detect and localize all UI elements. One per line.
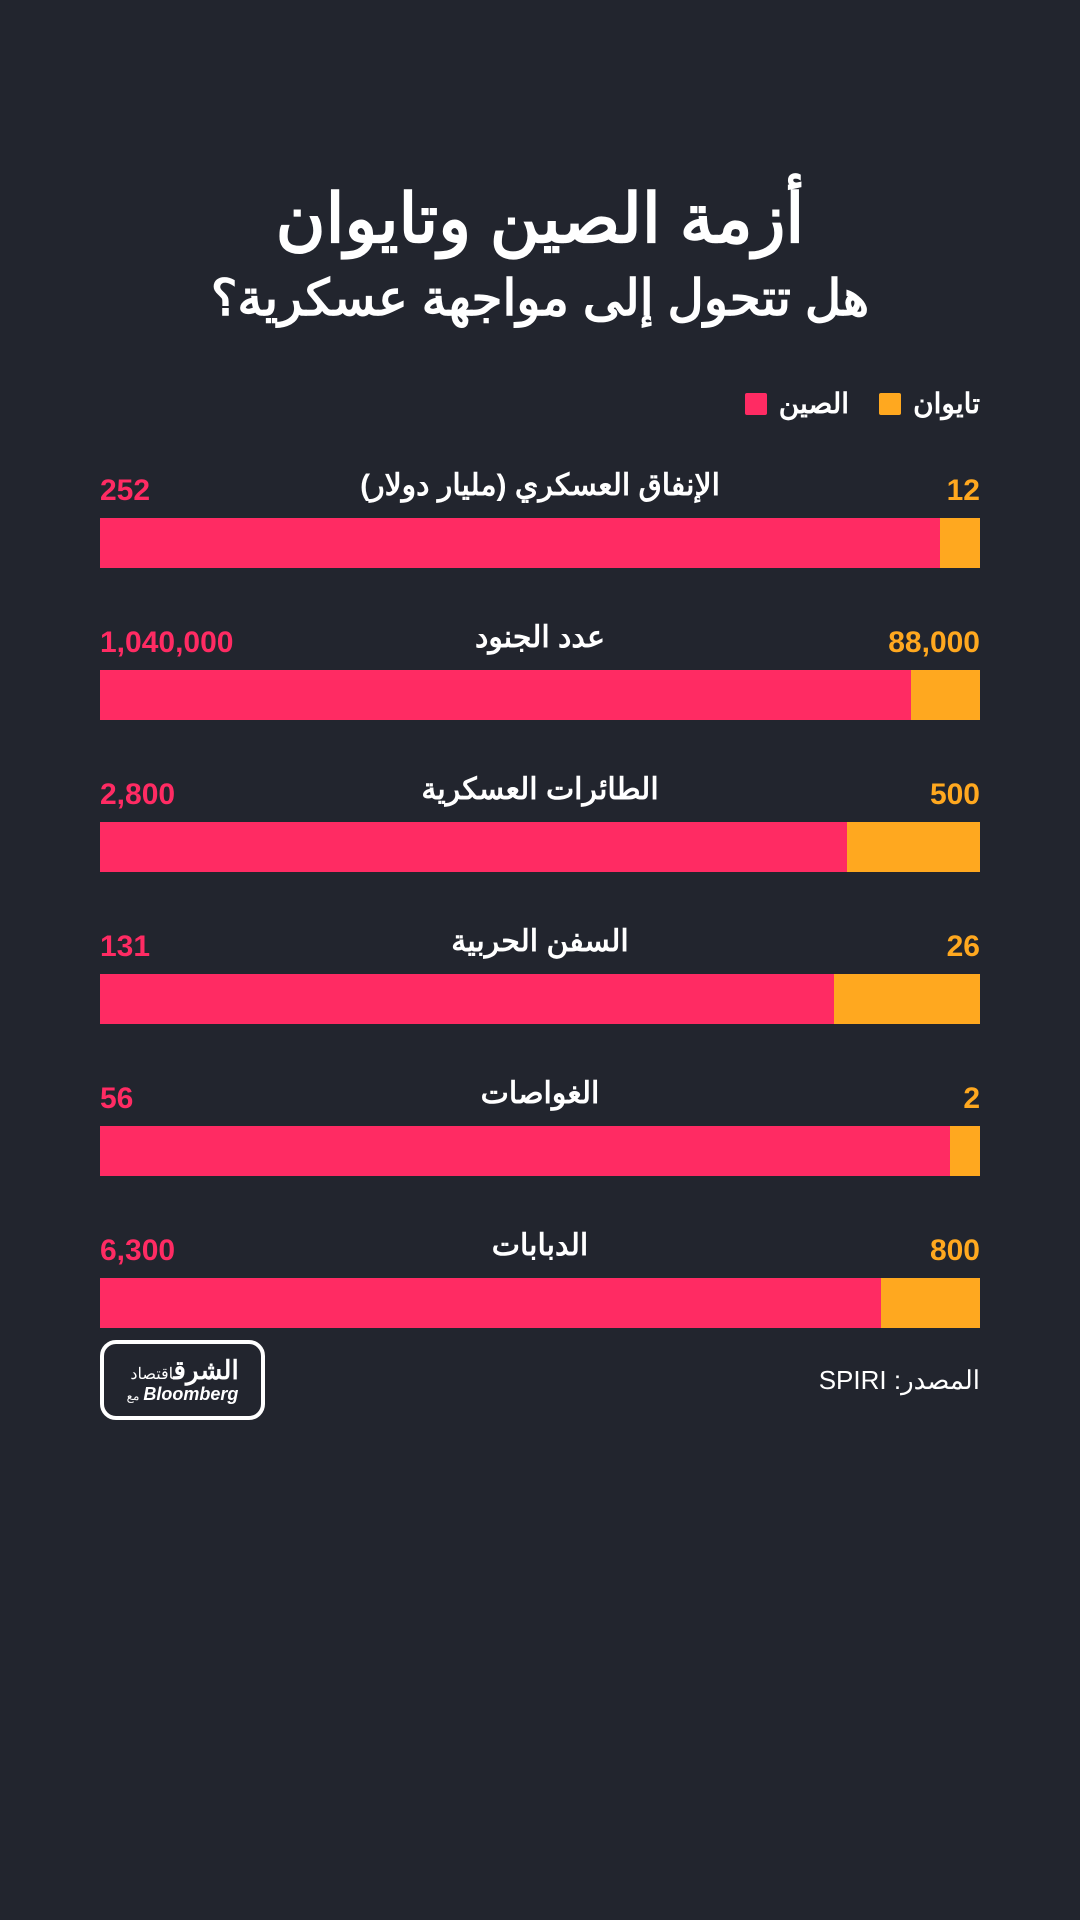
logo-top: الشرقاقتصاد (126, 1357, 238, 1383)
value-china: 2,800 (100, 778, 175, 812)
legend-item-taiwan: تايوان (879, 387, 980, 420)
legend-label-taiwan: تايوان (913, 387, 980, 420)
bar-segment-taiwan (847, 822, 980, 872)
title-line-2: هل تتحول إلى مواجهة عسكرية؟ (100, 269, 980, 327)
brand-logo: الشرقاقتصاد معBloomberg (100, 1340, 265, 1420)
bar-segment-china (100, 670, 911, 720)
bar-segment-taiwan (911, 670, 980, 720)
logo-bottom: معBloomberg (127, 1385, 239, 1403)
bar-track (100, 822, 980, 872)
chart-row: 6,300 الدبابات 800 (100, 1228, 980, 1328)
chart-row-label: الإنفاق العسكري (مليار دولار) (360, 468, 720, 503)
bar-segment-china (100, 974, 834, 1024)
bar-segment-taiwan (950, 1126, 980, 1176)
bar-segment-taiwan (834, 974, 980, 1024)
bar-segment-china (100, 518, 940, 568)
chart-row-header: 131 السفن الحربية 26 (100, 924, 980, 964)
value-taiwan: 26 (947, 930, 980, 964)
legend: الصين تايوان (100, 387, 980, 420)
chart-row: 1,040,000 عدد الجنود 88,000 (100, 620, 980, 720)
chart-row-label: الدبابات (492, 1228, 588, 1263)
value-china: 6,300 (100, 1234, 175, 1268)
bar-segment-taiwan (881, 1278, 980, 1328)
value-taiwan: 88,000 (888, 626, 980, 660)
bar-track (100, 974, 980, 1024)
bar-track (100, 670, 980, 720)
chart-row-header: 56 الغواصات 2 (100, 1076, 980, 1116)
bar-segment-china (100, 1278, 881, 1328)
value-china: 252 (100, 474, 150, 508)
value-taiwan: 800 (930, 1234, 980, 1268)
chart-row-header: 6,300 الدبابات 800 (100, 1228, 980, 1268)
legend-label-china: الصين (779, 387, 849, 420)
legend-swatch-taiwan (879, 393, 901, 415)
bar-segment-taiwan (940, 518, 980, 568)
value-china: 131 (100, 930, 150, 964)
value-taiwan: 12 (947, 474, 980, 508)
source-text: المصدر: SPIRI (819, 1365, 980, 1396)
chart-row-header: 252 الإنفاق العسكري (مليار دولار) 12 (100, 468, 980, 508)
title-line-1: أزمة الصين وتايوان (100, 180, 980, 259)
bar-segment-china (100, 1126, 950, 1176)
value-china: 1,040,000 (100, 626, 233, 660)
chart-row-label: عدد الجنود (475, 620, 605, 655)
bar-track (100, 1126, 980, 1176)
chart-row: 2,800 الطائرات العسكرية 500 (100, 772, 980, 872)
charts-container: 252 الإنفاق العسكري (مليار دولار) 12 1,040,… (100, 468, 980, 1328)
chart-row: 131 السفن الحربية 26 (100, 924, 980, 1024)
value-taiwan: 2 (963, 1082, 980, 1116)
chart-row-label: السفن الحربية (451, 924, 628, 959)
legend-swatch-china (745, 393, 767, 415)
bar-segment-china (100, 822, 847, 872)
chart-row: 252 الإنفاق العسكري (مليار دولار) 12 (100, 468, 980, 568)
bar-track (100, 518, 980, 568)
value-taiwan: 500 (930, 778, 980, 812)
value-china: 56 (100, 1082, 133, 1116)
bar-track (100, 1278, 980, 1328)
chart-row-label: الطائرات العسكرية (421, 772, 658, 807)
legend-item-china: الصين (745, 387, 849, 420)
chart-row-label: الغواصات (481, 1076, 600, 1111)
chart-row-header: 2,800 الطائرات العسكرية 500 (100, 772, 980, 812)
chart-row-header: 1,040,000 عدد الجنود 88,000 (100, 620, 980, 660)
chart-row: 56 الغواصات 2 (100, 1076, 980, 1176)
